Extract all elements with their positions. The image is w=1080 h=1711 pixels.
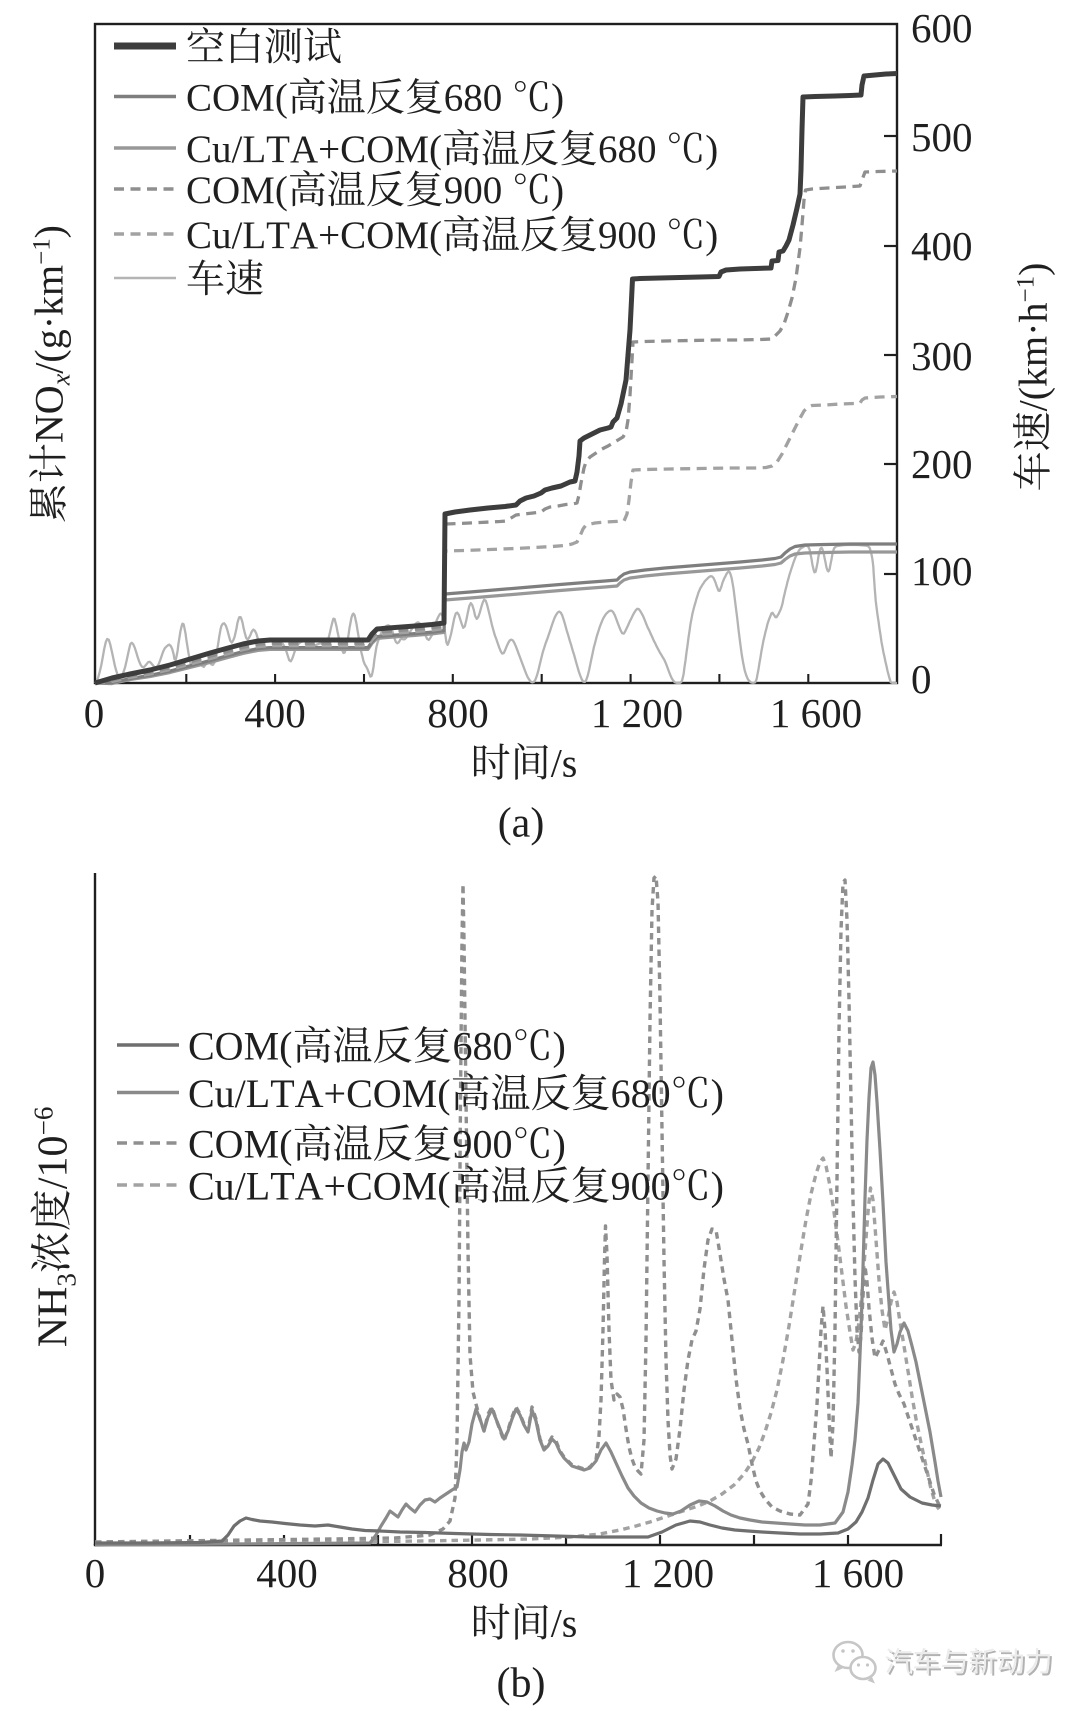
svg-text:680: 680 <box>598 128 657 171</box>
svg-text:): ) <box>27 225 72 238</box>
svg-text:−6: −6 <box>28 1107 58 1136</box>
svg-text:300: 300 <box>911 333 973 379</box>
svg-text:): ) <box>551 77 564 120</box>
svg-text:): ) <box>711 1164 724 1209</box>
svg-text:(a): (a) <box>498 800 545 846</box>
svg-text:400: 400 <box>244 690 306 736</box>
svg-text:400: 400 <box>256 1550 318 1596</box>
svg-text:COM(: COM( <box>188 1122 292 1167</box>
svg-text:): ) <box>553 1122 566 1167</box>
svg-text:1 600: 1 600 <box>770 690 862 736</box>
svg-text:400: 400 <box>911 223 973 269</box>
svg-text:Cu/LTA+COM(: Cu/LTA+COM( <box>188 1071 451 1116</box>
svg-text:/s: /s <box>551 1601 578 1646</box>
svg-text:1 200: 1 200 <box>591 690 683 736</box>
svg-text:Cu/LTA+COM(: Cu/LTA+COM( <box>188 1164 451 1209</box>
svg-text:): ) <box>551 169 564 212</box>
svg-text:): ) <box>553 1024 566 1069</box>
svg-text:/(g·km: /(g·km <box>27 265 72 374</box>
svg-text:0: 0 <box>85 1550 106 1596</box>
svg-text:Cu/LTA+COM(: Cu/LTA+COM( <box>186 128 442 171</box>
svg-text:−1: −1 <box>29 238 56 265</box>
svg-text:Cu/LTA+COM(: Cu/LTA+COM( <box>186 214 442 257</box>
svg-text:NH: NH <box>30 1287 76 1348</box>
svg-text:680: 680 <box>611 1071 671 1116</box>
svg-text:900: 900 <box>611 1164 671 1209</box>
svg-text:1 200: 1 200 <box>622 1550 714 1596</box>
svg-text:800: 800 <box>447 1550 509 1596</box>
svg-text:): ) <box>711 1071 724 1116</box>
svg-text:): ) <box>705 128 718 171</box>
svg-text:): ) <box>1011 263 1056 276</box>
svg-text:900: 900 <box>453 1122 513 1167</box>
svg-text:0: 0 <box>84 690 105 736</box>
svg-text:COM(: COM( <box>188 1024 292 1069</box>
svg-text:800: 800 <box>427 690 489 736</box>
svg-text:600: 600 <box>911 5 973 51</box>
svg-text:): ) <box>705 214 718 257</box>
svg-text:NO: NO <box>27 385 72 443</box>
svg-text:−1: −1 <box>1013 276 1040 303</box>
svg-text:COM(: COM( <box>186 77 288 120</box>
svg-text:0: 0 <box>911 656 932 702</box>
svg-text:200: 200 <box>911 441 973 487</box>
svg-text:/s: /s <box>551 741 578 786</box>
svg-text:500: 500 <box>911 114 973 160</box>
svg-text:x: x <box>47 373 76 386</box>
svg-text:/(km·h: /(km·h <box>1011 303 1056 412</box>
svg-text:/10: /10 <box>30 1135 76 1189</box>
svg-text:900: 900 <box>444 169 503 212</box>
svg-text:1 600: 1 600 <box>812 1550 904 1596</box>
svg-text:900: 900 <box>598 214 657 257</box>
svg-text:(b): (b) <box>497 1660 546 1706</box>
svg-text:COM(: COM( <box>186 169 288 212</box>
svg-text:100: 100 <box>911 548 973 594</box>
svg-text:3: 3 <box>51 1273 81 1287</box>
svg-text:680: 680 <box>444 77 503 120</box>
svg-text:680: 680 <box>453 1024 513 1069</box>
